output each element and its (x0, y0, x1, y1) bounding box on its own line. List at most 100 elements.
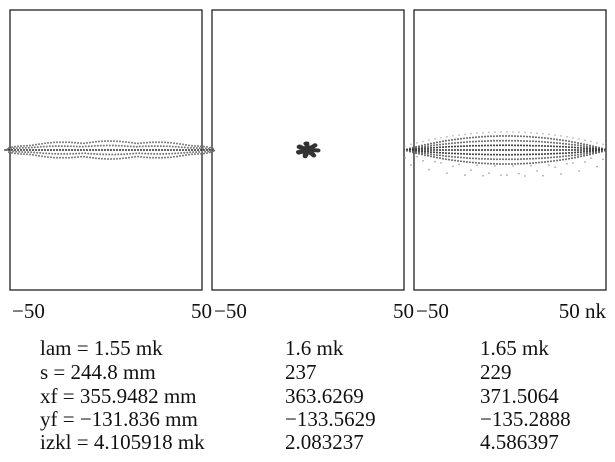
spot-dot (111, 144, 114, 147)
spot-dot (496, 149, 498, 151)
spot-dot (416, 142, 418, 144)
spot-dot (565, 158, 567, 161)
spot-dot (598, 151, 600, 154)
spot-dot (74, 149, 76, 151)
spot-dot (179, 155, 181, 157)
spot-dot (532, 153, 534, 156)
spot-dot (577, 151, 579, 154)
spot-dot (422, 159, 424, 162)
spot-dot (484, 140, 486, 143)
spot-dot (566, 135, 568, 138)
spot-dot (595, 152, 597, 155)
spot-dot (120, 144, 123, 147)
spot-dot (541, 140, 543, 143)
spot-dot (460, 137, 462, 140)
spot-dot (451, 152, 453, 155)
spot-dot (565, 142, 567, 145)
spot-dot (197, 149, 199, 151)
spot-dot (451, 159, 453, 162)
spot-dot (36, 146, 39, 149)
spot-dot (430, 144, 432, 147)
spot-dot (544, 145, 546, 147)
spot-dot (470, 132, 472, 135)
spot-dot (23, 149, 25, 151)
spot-dot (532, 136, 534, 138)
spot-dot (448, 139, 450, 142)
spot-dot (93, 144, 96, 147)
spot-dot (403, 149, 405, 151)
spot-dot (556, 138, 558, 141)
spot-dot (532, 140, 534, 143)
spot-dot (538, 153, 540, 156)
spot-dot (451, 145, 453, 148)
spot-dot (404, 145, 406, 147)
spot-dot (110, 158, 112, 160)
x-axis-label: 50 (191, 299, 212, 323)
spot-dot (171, 145, 174, 148)
spot-dot (116, 149, 118, 151)
spot-dot (152, 156, 154, 159)
spot-dot (544, 141, 546, 143)
spot-dot (424, 150, 426, 153)
spot-dot (201, 147, 204, 150)
spot-dot (502, 149, 504, 151)
spot-dot (562, 145, 564, 148)
spot-dot (312, 143, 318, 148)
spot-dot (505, 135, 507, 137)
spot-dot (589, 152, 591, 154)
spot-dot (421, 147, 423, 150)
spot-dot (586, 154, 588, 157)
spot-dot (15, 150, 18, 153)
spot-dot (463, 141, 465, 144)
spot-dot (156, 152, 159, 155)
spot-dot (95, 157, 97, 160)
spot-dot (469, 161, 471, 164)
spot-dot (104, 157, 106, 160)
spot-dot (412, 151, 414, 154)
spot-dot (39, 145, 42, 148)
spot-dot (529, 144, 531, 147)
spot-dot (445, 152, 447, 155)
spot-dot (83, 155, 85, 158)
spot-dot (86, 156, 88, 159)
spot-dot (514, 135, 516, 138)
spot-dot (565, 155, 567, 158)
spot-dot (427, 147, 429, 150)
spot-dot (18, 147, 21, 149)
spot-dot (41, 142, 43, 145)
spot-dot (602, 143, 604, 146)
spot-dot (173, 142, 175, 145)
spot-dot (565, 149, 567, 151)
spot-dot (51, 145, 54, 148)
spot-dot (176, 155, 178, 158)
spot-dot (511, 149, 513, 151)
spot-dot (50, 149, 52, 151)
spot-dot (562, 139, 564, 142)
spot-dot (529, 140, 531, 143)
spot-dot (168, 152, 171, 155)
spot-dot (589, 146, 591, 148)
parameter-text: −133.5629 (285, 407, 376, 431)
spot-dot (562, 149, 564, 151)
spot-dot (89, 141, 91, 144)
spot-dot (21, 146, 24, 149)
spot-dot (191, 149, 193, 151)
spot-dot (536, 170, 538, 172)
spot-dot (469, 144, 471, 147)
spot-diagrams (3, 131, 606, 177)
spot-dot (535, 140, 537, 143)
spot-dot (177, 152, 180, 155)
spot-dot (188, 144, 190, 147)
spot-dot (132, 152, 135, 155)
spot-dot (476, 164, 478, 167)
spot-dot (195, 151, 198, 154)
spot-dot (152, 141, 154, 144)
spot-dot (469, 136, 471, 139)
spot-dot (584, 139, 586, 142)
spot-dot (174, 152, 177, 155)
spot-dot (578, 170, 580, 172)
spot-dot (125, 157, 127, 159)
x-axis-label: −50 (12, 299, 45, 323)
spot-dot (475, 149, 477, 151)
spot-dot (41, 155, 43, 158)
